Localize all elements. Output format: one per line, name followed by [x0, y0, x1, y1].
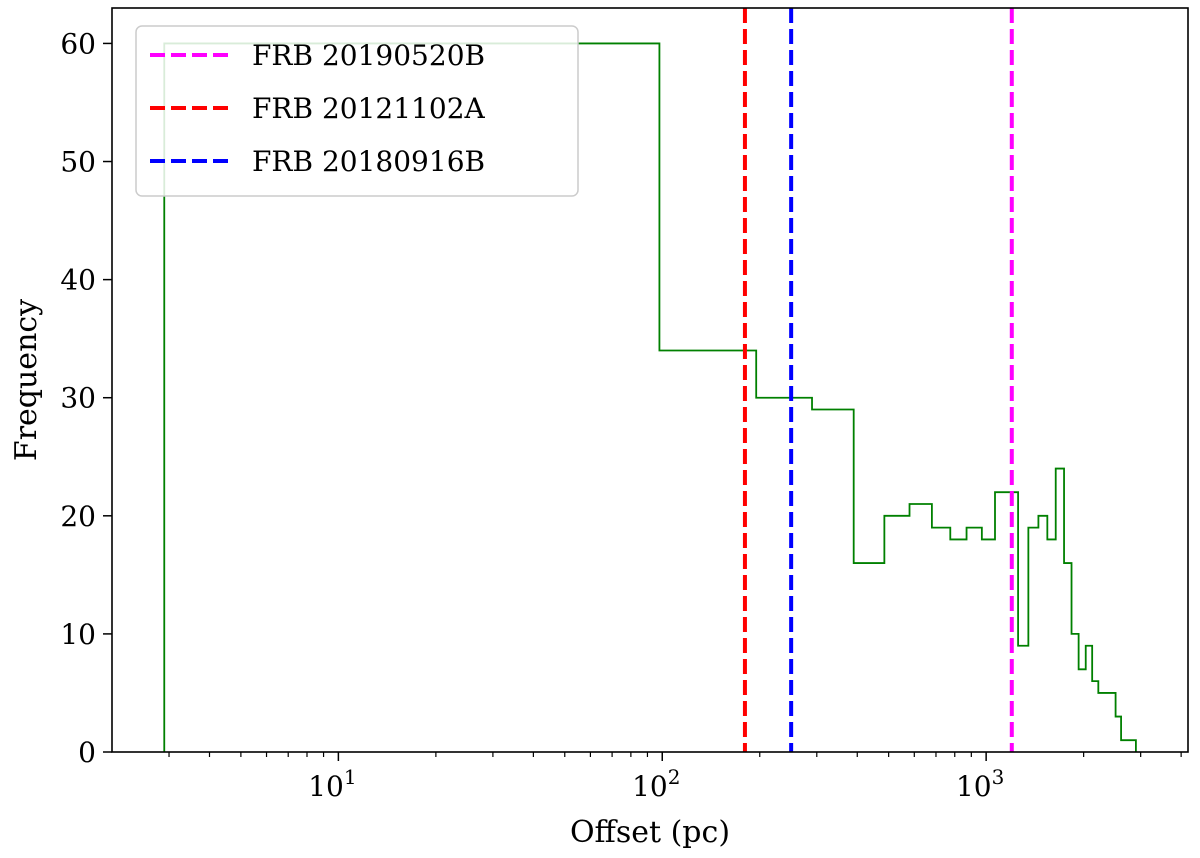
legend-entry-0: FRB 20190520B [252, 39, 485, 72]
y-axis-label: Frequency [9, 299, 44, 461]
reference-lines-layer [742, 8, 1014, 752]
histogram-bin-24 [1116, 717, 1121, 752]
histogram-bin-18 [1072, 634, 1079, 752]
histogram-bin-11 [995, 492, 1018, 752]
ticks-layer: 0 10 20 30 40 50 60 101 102 103 [60, 27, 1182, 803]
legend-box [135, 25, 579, 197]
histogram-bin-6 [910, 504, 932, 752]
histogram-layer [163, 42, 1137, 752]
y-tick-label: 0 [78, 736, 96, 769]
y-tick-label: 60 [60, 27, 96, 60]
histogram-bin-20 [1086, 646, 1092, 752]
histogram-bin-19 [1079, 669, 1086, 752]
histogram-bin-3 [812, 410, 854, 752]
legend-entry-2: FRB 20180916B [252, 145, 485, 178]
histogram-bin-10 [982, 539, 995, 752]
histogram-bin-23 [1105, 693, 1116, 752]
x-tick-label: 101 [308, 765, 356, 803]
y-tick-label: 20 [60, 500, 96, 533]
legend: FRB 20190520B FRB 20121102A FRB 20180916B [135, 25, 579, 197]
y-tick-label: 30 [60, 382, 96, 415]
histogram-bin-5 [884, 516, 909, 752]
histogram-outline [163, 42, 1137, 752]
histogram-bin-13 [1028, 528, 1038, 752]
histogram-bin-8 [950, 539, 966, 752]
histogram-bin-25 [1121, 740, 1136, 752]
legend-entry-1: FRB 20121102A [252, 92, 486, 125]
y-tick-label: 10 [60, 618, 96, 651]
histogram-bin-15 [1047, 539, 1055, 752]
histogram-bin-14 [1038, 516, 1047, 752]
y-tick-label: 40 [60, 264, 96, 297]
histogram-bin-2 [756, 398, 812, 752]
histogram-bin-16 [1056, 469, 1064, 752]
x-tick-label: 103 [956, 765, 1004, 803]
x-axis-label: Offset (pc) [570, 815, 730, 850]
x-tick-label: 102 [632, 765, 680, 803]
histogram-bin-12 [1018, 646, 1028, 752]
y-tick-label: 50 [60, 146, 96, 179]
histogram-bin-1 [659, 350, 756, 752]
histogram-bin-21 [1092, 681, 1098, 752]
plot-frame [111, 7, 1189, 753]
histogram-bin-17 [1064, 563, 1071, 752]
histogram-bin-22 [1098, 693, 1104, 752]
histogram-bin-9 [967, 528, 982, 752]
histogram-bin-7 [932, 528, 950, 752]
histogram-bin-4 [854, 563, 885, 752]
